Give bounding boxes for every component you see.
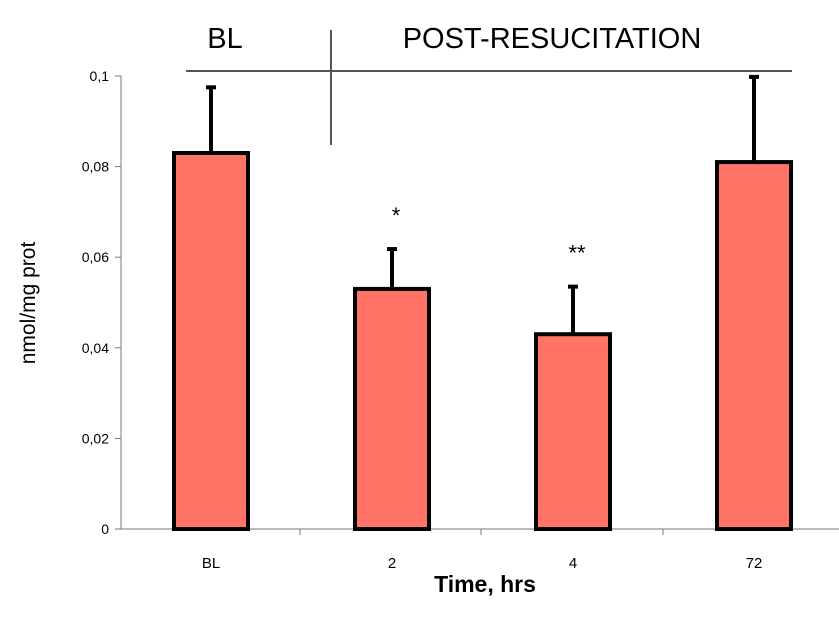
y-tick-label: 0,02 xyxy=(82,430,109,446)
x-tick-label: BL xyxy=(202,555,220,572)
y-tick-label: 0 xyxy=(101,521,109,537)
group-header: BL POST-RESUCITATION xyxy=(186,23,792,145)
y-ticks: 0 0,02 0,04 0,06 0,08 0,1 xyxy=(82,68,121,537)
x-tick-label: 2 xyxy=(388,555,396,572)
group-label-baseline: BL xyxy=(207,23,242,55)
significance-markers: *** xyxy=(392,203,586,266)
bar xyxy=(534,332,612,531)
y-tick-label: 0,04 xyxy=(82,340,109,356)
y-tick-label: 0,08 xyxy=(82,159,109,175)
x-axis-title: Time, hrs xyxy=(434,571,536,597)
significance-marker: * xyxy=(392,203,401,228)
error-bars xyxy=(206,74,759,335)
x-ticks: BL 2 4 72 xyxy=(202,529,763,572)
bars xyxy=(172,151,793,531)
bar xyxy=(353,286,431,531)
y-tick-label: 0,1 xyxy=(90,68,110,84)
y-tick-label: 0,06 xyxy=(82,249,109,265)
y-axis-title: nmol/mg prot xyxy=(17,242,40,365)
bar xyxy=(172,151,250,531)
x-tick-label: 72 xyxy=(746,555,763,572)
x-tick-label: 4 xyxy=(569,555,577,572)
group-label-post-resuscitation: POST-RESUCITATION xyxy=(403,23,702,55)
significance-marker: ** xyxy=(568,241,586,266)
bar xyxy=(715,160,793,531)
